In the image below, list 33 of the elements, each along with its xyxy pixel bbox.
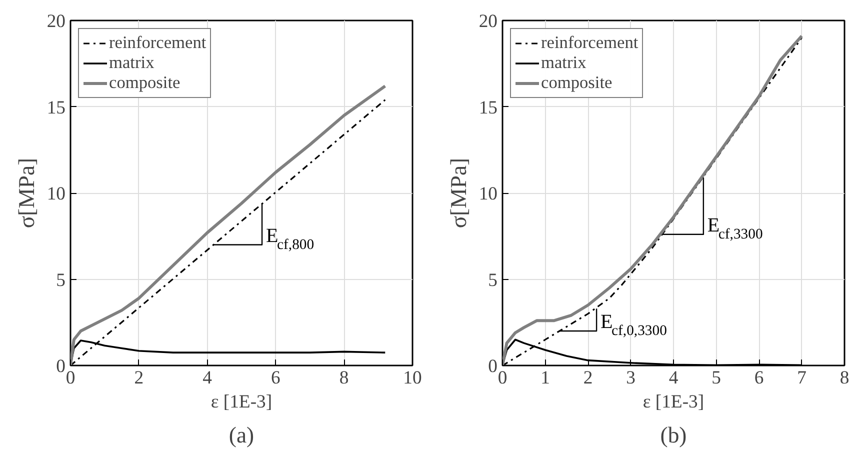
y-tick-label: 5 <box>56 270 66 291</box>
legend-label: matrix <box>109 53 154 73</box>
x-tick-label: 8 <box>339 368 349 388</box>
x-tick-label: 5 <box>712 368 721 388</box>
legend-label: reinforcement <box>541 33 638 53</box>
y-tick-label: 10 <box>46 184 66 204</box>
text: (a) <box>228 422 254 448</box>
y-tick-label: 20 <box>46 11 66 32</box>
x-tick-label: 1 <box>540 368 550 388</box>
x-tick-label: 3 <box>626 368 636 388</box>
x-tick-label: 8 <box>840 368 850 388</box>
x-axis-title: ε [1E-3] <box>642 392 704 412</box>
x-tick-label: 2 <box>134 368 144 388</box>
x-axis-title: ε [1E-3] <box>210 392 272 412</box>
y-tick-label: 20 <box>478 11 498 32</box>
legend-label: composite <box>541 73 612 93</box>
y-axis-title: σ[MPa] <box>14 158 39 228</box>
x-tick-label: 2 <box>583 368 593 388</box>
x-tick-label: 4 <box>668 368 679 388</box>
x-tick-label: 7 <box>797 368 806 388</box>
y-tick-label: 10 <box>478 184 498 204</box>
x-tick-label: 6 <box>271 368 280 388</box>
x-tick-label: 4 <box>202 368 213 388</box>
legend-label: reinforcement <box>109 33 206 53</box>
y-tick-label: 15 <box>46 97 66 118</box>
y-tick-label: 5 <box>488 270 498 291</box>
x-tick-label: 10 <box>403 368 422 388</box>
text: (b) <box>660 422 687 448</box>
legend-label: matrix <box>541 53 586 73</box>
y-tick-label: 15 <box>478 97 498 118</box>
x-tick-label: 6 <box>754 368 764 388</box>
y-axis-title: σ[MPa] <box>446 158 471 228</box>
legend-label: composite <box>109 73 180 93</box>
